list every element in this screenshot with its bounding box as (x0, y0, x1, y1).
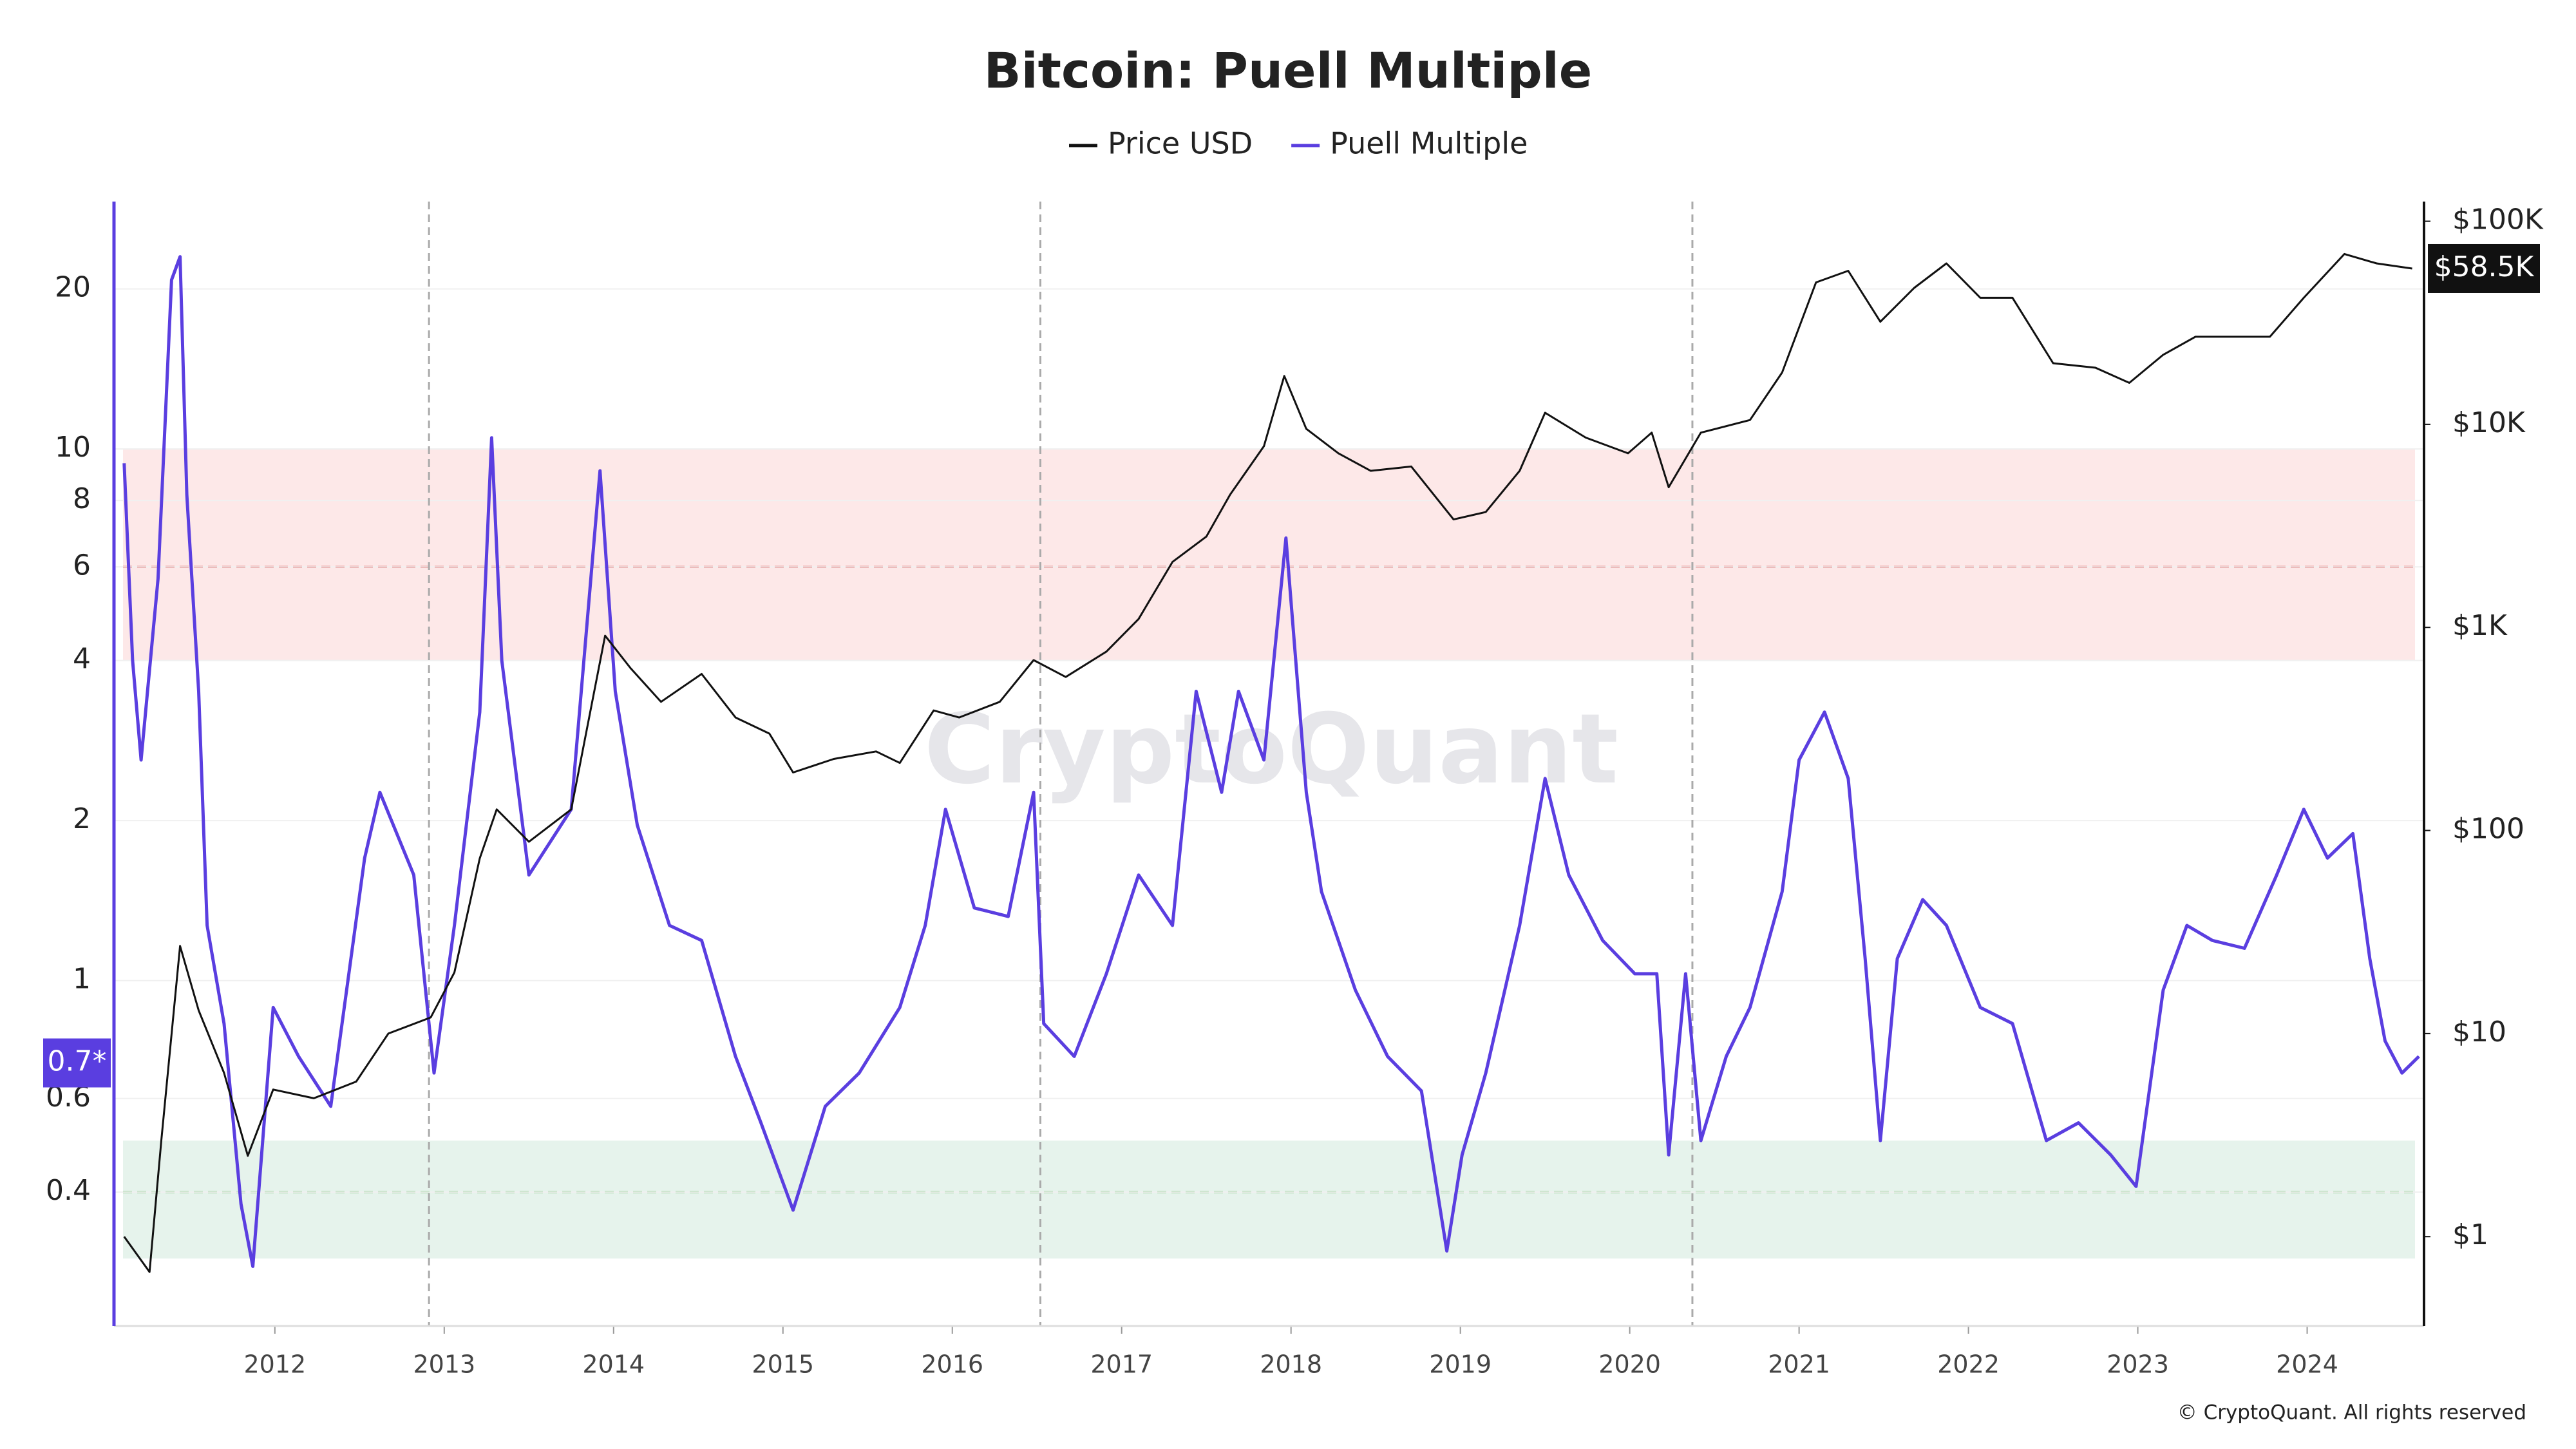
watermark: CryptoQuant (924, 694, 1618, 806)
x-tick-label: 2023 (2107, 1350, 2169, 1379)
legend-label: Puell Multiple (1330, 126, 1528, 161)
x-tick-label: 2013 (413, 1350, 475, 1379)
y2-tick-label: $10 (2452, 1016, 2506, 1048)
x-tick-label: 2019 (1429, 1350, 1492, 1379)
x-tick-label: 2024 (2276, 1350, 2338, 1379)
y2-tick-label: $100K (2452, 204, 2544, 236)
y-tick-label: 4 (73, 643, 91, 676)
y2-tick-label: $1 (2452, 1218, 2488, 1251)
x-tick-label: 2022 (1937, 1350, 2000, 1379)
y-tick-label: 6 (73, 549, 91, 582)
y-tick-label: 10 (55, 431, 91, 464)
value-badge (2428, 243, 2540, 293)
legend-label: Price USD (1108, 126, 1253, 161)
value-badge-label: $58.5K (2434, 251, 2535, 283)
x-tick-label: 2020 (1598, 1350, 1661, 1379)
y-tick-label: 2 (73, 802, 91, 835)
value-badge (43, 1038, 111, 1088)
y-tick-label: 8 (73, 482, 91, 515)
y2-tick-label: $1K (2452, 609, 2508, 642)
x-tick-label: 2017 (1090, 1350, 1153, 1379)
x-tick-label: 2021 (1768, 1350, 1830, 1379)
band (123, 1141, 2415, 1259)
x-tick-label: 2014 (582, 1350, 645, 1379)
y2-tick-label: $100 (2452, 813, 2524, 846)
x-tick-label: 2015 (752, 1350, 814, 1379)
x-tick-label: 2012 (243, 1350, 306, 1379)
series-line (123, 252, 2412, 1273)
x-tick-label: 2018 (1260, 1350, 1322, 1379)
chart-title: Bitcoin: Puell Multiple (984, 42, 1593, 99)
value-badge-label: 0.7* (48, 1045, 107, 1078)
copyright: © CryptoQuant. All rights reserved (2177, 1401, 2526, 1425)
x-tick-label: 2016 (921, 1350, 983, 1379)
y-tick-label: 20 (55, 271, 91, 304)
series-line (122, 255, 2420, 1268)
band (123, 449, 2415, 661)
y-tick-label: 0.4 (46, 1174, 91, 1207)
y2-tick-label: $10K (2452, 406, 2526, 439)
y-tick-label: 1 (73, 963, 91, 996)
